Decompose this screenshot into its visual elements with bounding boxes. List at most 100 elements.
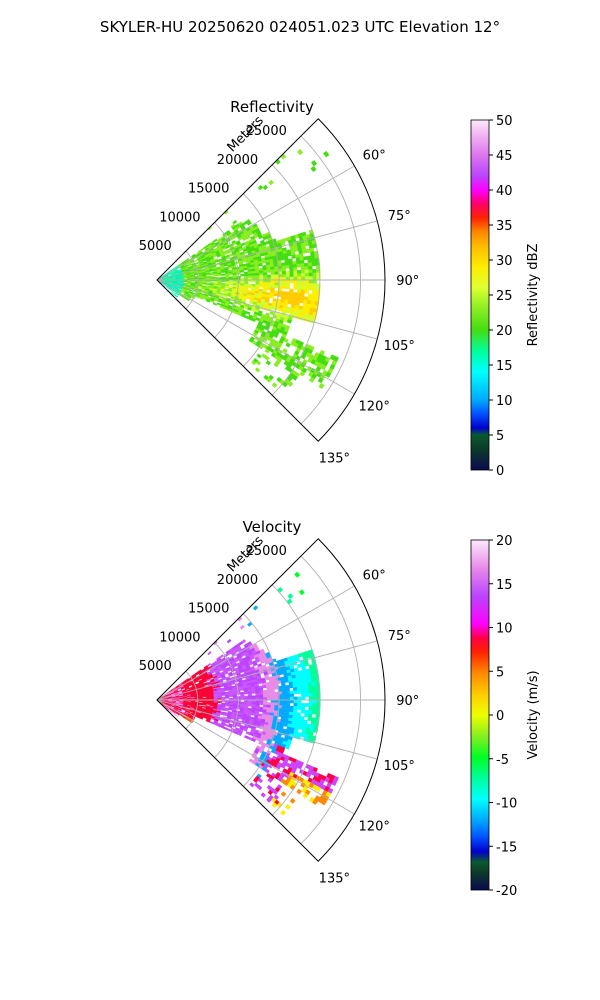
radar-cell <box>285 705 291 710</box>
radar-cell <box>289 708 294 713</box>
radar-cell <box>274 158 281 165</box>
radar-cell <box>270 274 275 278</box>
radar-cell <box>293 702 298 707</box>
radar-cell <box>247 273 253 277</box>
radar-cell <box>266 282 272 286</box>
radar-cell <box>198 700 203 703</box>
radar-cell <box>276 802 283 808</box>
colorbar-tick-label: 20 <box>496 534 513 549</box>
radar-cell <box>259 272 264 276</box>
radar-cell <box>220 270 226 273</box>
radar-cell <box>297 702 302 707</box>
radar-cell <box>255 692 260 696</box>
radar-cell <box>262 272 268 276</box>
radar-cell <box>221 693 226 696</box>
radar-cell <box>300 686 306 691</box>
radar-cell <box>285 270 291 275</box>
radar-cell <box>307 293 313 298</box>
radar-cell <box>310 160 318 167</box>
radar-cell <box>312 703 317 708</box>
radar-cell <box>198 296 204 300</box>
azimuth-tick-label: 120° <box>359 399 390 414</box>
radar-cell <box>264 348 270 354</box>
range-tick-label: 20000 <box>217 573 258 588</box>
radar-cell <box>228 272 234 276</box>
radar-cell <box>308 703 313 708</box>
radar-cell <box>301 273 306 277</box>
radar-cell <box>289 267 294 272</box>
radar-cell <box>293 690 298 695</box>
radar-cell <box>175 292 180 296</box>
radar-cell <box>168 709 172 713</box>
radar-cell <box>308 689 313 694</box>
radar-cell <box>288 684 294 689</box>
radar-cell <box>168 278 173 280</box>
radar-cell <box>296 683 302 688</box>
radar-cell <box>190 698 196 700</box>
radar-cell <box>273 333 279 338</box>
radar-cell <box>300 269 306 274</box>
radar-cell <box>259 275 264 278</box>
radar-cell <box>286 598 293 605</box>
radar-cell <box>205 273 211 276</box>
radar-cell <box>270 269 275 273</box>
radar-cell <box>307 716 313 722</box>
radar-cell <box>299 679 305 685</box>
radar-cell <box>285 690 291 695</box>
radar-cell <box>183 280 188 283</box>
radar-cell <box>287 593 294 599</box>
radar-cell <box>280 809 287 816</box>
radar-cell <box>280 256 285 261</box>
radar-field <box>156 148 339 390</box>
radar-cell <box>308 269 313 274</box>
radar-cell <box>266 689 271 693</box>
radar-cell <box>307 258 313 264</box>
radar-cell <box>296 148 304 156</box>
radar-cell <box>312 689 317 694</box>
radar-cell <box>270 702 275 706</box>
radar-cell <box>286 319 292 324</box>
radar-cell <box>261 260 267 264</box>
azimuth-tick-label: 60° <box>363 569 386 584</box>
radar-cell <box>310 165 317 173</box>
radar-cell <box>304 289 309 294</box>
radar-cell <box>299 259 305 265</box>
radar-cell <box>297 706 302 710</box>
radar-cell <box>304 713 309 718</box>
radar-cell <box>297 282 302 287</box>
radar-cell <box>270 271 275 276</box>
azimuth-tick-label: 60° <box>363 149 386 164</box>
radar-cell <box>220 289 225 293</box>
radar-cell <box>246 221 252 226</box>
azimuth-tick-label: 90° <box>396 694 419 709</box>
radar-cell <box>259 695 264 698</box>
radar-cell <box>308 276 314 281</box>
radar-cell <box>302 792 309 799</box>
radar-cell <box>300 683 305 688</box>
radar-cell <box>331 779 338 787</box>
azimuth-tick-label: 90° <box>396 274 419 289</box>
radar-cell <box>162 283 167 287</box>
radar-cell <box>198 703 203 706</box>
range-tick-label: 15000 <box>188 182 229 197</box>
radar-cell <box>172 710 177 714</box>
radar-cell <box>282 693 287 698</box>
radar-cell <box>300 709 306 714</box>
range-tick-label: 25000 <box>246 544 287 559</box>
radar-cell <box>175 281 180 283</box>
radar-cell <box>274 268 279 273</box>
radar-cell <box>282 273 287 278</box>
radar-cell <box>219 654 224 659</box>
radar-cell <box>293 273 298 278</box>
radar-cell <box>194 283 199 285</box>
radar-cell <box>244 275 249 279</box>
radar-cell <box>266 702 272 706</box>
radar-cell <box>312 283 317 288</box>
radar-cell <box>282 381 289 388</box>
colorbar-tick-label: 10 <box>496 394 513 409</box>
velocity-panel: Velocity 5000 10000 15000 20000 25000 60° 75° 90… <box>139 518 541 899</box>
azimuth-gridline <box>156 640 378 701</box>
colorbar-tick-label: 25 <box>496 289 513 304</box>
radar-cell <box>198 716 204 720</box>
radar-cell <box>224 688 229 692</box>
